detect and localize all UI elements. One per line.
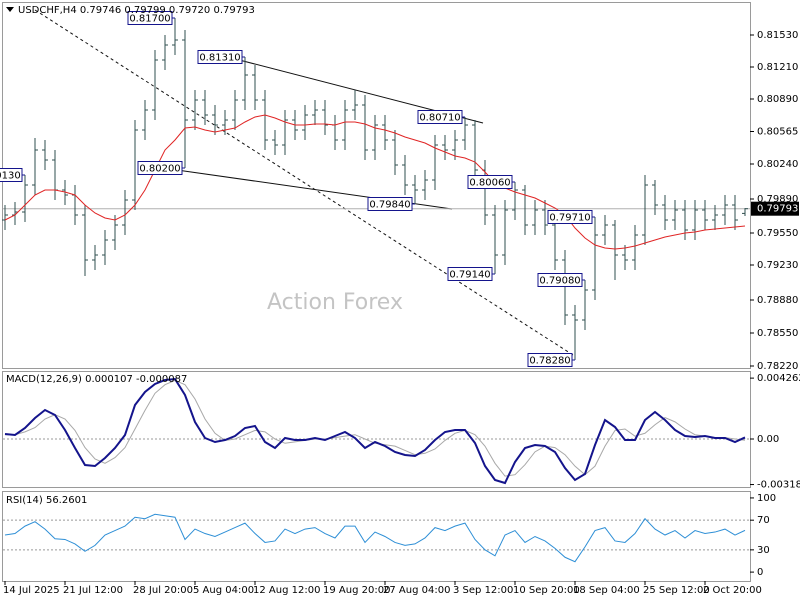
annotation-box xyxy=(547,210,593,224)
annotation-box xyxy=(127,11,173,25)
annotation-label: 0.79710 xyxy=(549,213,590,224)
annotation-label: 0.80060 xyxy=(469,178,510,189)
y-tick-label: 100 xyxy=(757,493,776,504)
y-tick-label: 0 xyxy=(757,567,763,578)
macd-line xyxy=(4,377,746,485)
y-tick-label: 0.81530 xyxy=(757,30,798,41)
x-tick-label: 27 Aug 04:00 xyxy=(383,585,450,596)
signal-line xyxy=(5,379,746,477)
y-tick-label: 70 xyxy=(757,515,770,526)
macd-panel-frame xyxy=(2,371,751,488)
y-tick-label: 0.80890 xyxy=(757,94,798,105)
y-tick-label: 0.79230 xyxy=(757,260,798,271)
annotation-label: 0.79080 xyxy=(539,276,580,287)
y-tick-label: 0.78880 xyxy=(757,295,798,306)
y-tick-label: -0.003188 xyxy=(757,480,800,491)
x-tick-label: 19 Aug 20:00 xyxy=(323,585,390,596)
annotation-label: 0.81700 xyxy=(129,14,170,25)
y-tick-label: 0.004262 xyxy=(757,373,800,384)
y-tick-label: 0.78220 xyxy=(757,361,798,372)
x-tick-label: 28 Jul 20:00 xyxy=(133,585,193,596)
x-tick-label: 2 Oct 20:00 xyxy=(703,585,762,596)
y-tick-label: 0.79890 xyxy=(757,194,798,205)
moving-average xyxy=(4,114,746,250)
annotation-label: 0.80200 xyxy=(139,164,180,175)
annotation-box xyxy=(467,175,513,189)
x-tick-label: 21 Jul 12:00 xyxy=(63,585,123,596)
x-tick-label: 18 Sep 04:00 xyxy=(573,585,640,596)
dashed-trend-line xyxy=(34,9,574,356)
y-tick-label: 0.78550 xyxy=(757,328,798,339)
annotation-box xyxy=(367,197,413,211)
macd-title: MACD(12,26,9) 0.000107 -0.000087 xyxy=(6,374,187,385)
x-tick-label: 25 Sep 12:00 xyxy=(643,585,710,596)
x-tick-label: 5 Aug 04:00 xyxy=(193,585,254,596)
annotation-box xyxy=(447,267,493,281)
annotation-box xyxy=(527,353,573,367)
x-tick-label: 12 Aug 12:00 xyxy=(253,585,320,596)
annotation-box xyxy=(537,273,583,287)
annotation-label: 0.79840 xyxy=(369,200,410,211)
watermark: Action Forex xyxy=(267,290,403,315)
y-tick-label: 0.79550 xyxy=(757,228,798,239)
rsi-panel-frame xyxy=(2,491,751,582)
annotation-label: 0.81310 xyxy=(199,53,240,64)
rsi-title: RSI(14) 56.2601 xyxy=(6,495,87,506)
price-panel-frame xyxy=(2,2,751,369)
annotation-box xyxy=(417,110,463,124)
y-tick-label: 0.80565 xyxy=(757,127,798,138)
x-tick-label: 3 Sep 12:00 xyxy=(453,585,513,596)
x-tick-label: 14 Jul 2025 xyxy=(3,585,60,596)
annotation-label: 0.78280 xyxy=(529,356,570,367)
y-tick-label: 0.80240 xyxy=(757,159,798,170)
current-price-label: 0.79793 xyxy=(757,204,798,215)
annotation-label: 0.80710 xyxy=(419,113,460,124)
price-title: USDCHF,H4 0.79746 0.79799 0.79720 0.7979… xyxy=(18,5,255,16)
y-tick-label: 30 xyxy=(757,545,770,556)
annotation-box xyxy=(0,168,23,182)
annotation-box xyxy=(137,161,183,175)
y-tick-label: 0.00 xyxy=(757,434,779,445)
y-tick-label: 0.81210 xyxy=(757,62,798,73)
dropdown-icon[interactable] xyxy=(6,7,14,12)
annotation-box xyxy=(197,50,243,64)
rsi-line xyxy=(4,513,746,563)
annotation-label: 0.79140 xyxy=(449,270,490,281)
x-tick-label: 10 Sep 20:00 xyxy=(513,585,580,596)
current-price-box xyxy=(751,201,799,216)
